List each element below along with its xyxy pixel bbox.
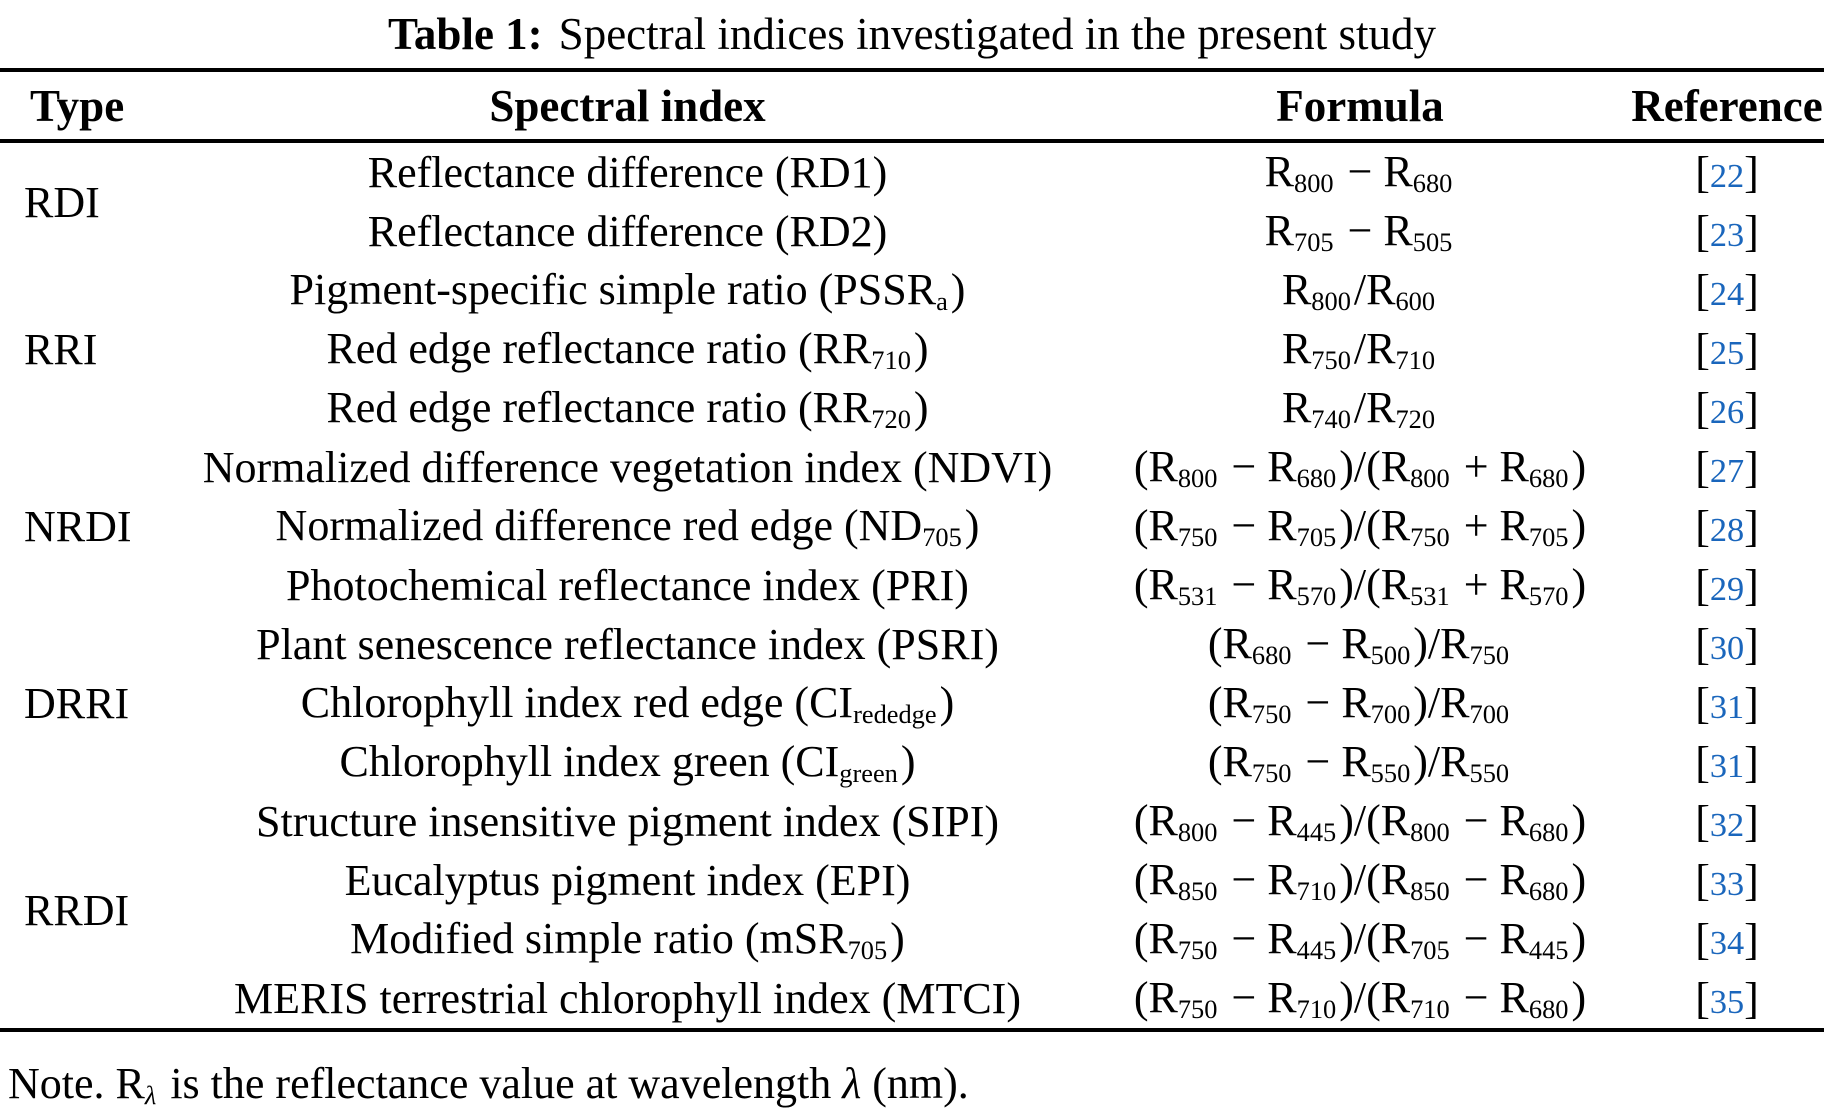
citation-link[interactable]: [23] (1695, 207, 1759, 256)
column-header-spectral-index: Spectral index (165, 70, 1090, 143)
citation-link[interactable]: [34] (1695, 915, 1759, 964)
citation-link[interactable]: [27] (1695, 443, 1759, 492)
table-note: Note. Rλ is the reflectance value at wav… (8, 1059, 969, 1110)
formula-cell: (R680 − R500)/R750 (1207, 619, 1510, 670)
table-row: RRDI Structure insensitive pigment index… (0, 792, 1824, 934)
formula-cell: (R800 − R680)/(R800 + R680) (1133, 442, 1587, 493)
citation-link[interactable]: [35] (1695, 974, 1759, 1023)
table-row: Normalized difference red edge (ND705) (… (0, 497, 1824, 556)
reference-cell: [29] (1630, 556, 1824, 615)
table-caption-label: Table 1: (388, 9, 543, 59)
table-row: Red edge reflectance ratio (RR720) R740/… (0, 379, 1824, 438)
reference-cell: [26] (1630, 379, 1824, 438)
index-cell: Pigment-specific simple ratio (PSSRa) (289, 265, 966, 316)
table-row: Modified simple ratio (mSR705) (R750 − R… (0, 910, 1824, 969)
reference-cell: [27] (1630, 438, 1824, 497)
formula-cell: R750/R710 (1281, 324, 1436, 375)
citation-link[interactable]: [26] (1695, 384, 1759, 433)
reference-cell: [32] (1630, 792, 1824, 851)
spectral-indices-table: Type Spectral index Formula Reference RD… (0, 68, 1824, 1032)
citation-link[interactable]: [29] (1695, 561, 1759, 610)
column-header-type: Type (0, 70, 165, 143)
citation-link[interactable]: [33] (1695, 856, 1759, 905)
index-cell: Red edge reflectance ratio (RR720) (326, 383, 929, 434)
table-caption: Table 1: Spectral indices investigated i… (0, 0, 1824, 68)
reference-cell: [28] (1630, 497, 1824, 556)
reference-cell: [34] (1630, 910, 1824, 969)
type-cell: DRRI (24, 679, 130, 728)
index-cell: Chlorophyll index red edge (CIrededge) (300, 678, 955, 729)
table-caption-text: Spectral indices investigated in the pre… (558, 9, 1436, 59)
index-cell: Reflectance difference (RD2) (367, 207, 888, 256)
citation-link[interactable]: [32] (1695, 797, 1759, 846)
reference-cell: [25] (1630, 320, 1824, 379)
reference-cell: [22] (1630, 141, 1824, 202)
formula-cell: (R850 − R710)/(R850 − R680) (1133, 855, 1587, 906)
type-cell: NRDI (24, 502, 132, 551)
index-cell: Structure insensitive pigment index (SIP… (256, 797, 999, 846)
table-row: Chlorophyll index green (CIgreen) (R750 … (0, 733, 1824, 792)
index-cell: Modified simple ratio (mSR705) (350, 914, 905, 965)
type-cell: RDI (24, 177, 100, 227)
index-cell: Reflectance difference (RD1) (367, 148, 888, 197)
type-cell: RRI (24, 325, 98, 374)
index-cell: Red edge reflectance ratio (RR710) (326, 324, 929, 375)
index-cell: Normalized difference red edge (ND705) (275, 501, 980, 552)
index-cell: Normalized difference vegetation index (… (202, 443, 1053, 492)
table-row: DRRI Plant senescence reflectance index … (0, 615, 1824, 728)
citation-link[interactable]: [28] (1695, 502, 1759, 551)
formula-cell: R740/R720 (1281, 383, 1436, 434)
formula-cell: (R800 − R445)/(R800 − R680) (1133, 796, 1587, 847)
table-row: Eucalyptus pigment index (EPI) (R850 − R… (0, 851, 1824, 910)
formula-cell: R800/R600 (1281, 265, 1436, 316)
citation-link[interactable]: [24] (1695, 266, 1759, 315)
index-cell: Plant senescence reflectance index (PSRI… (256, 620, 999, 669)
citation-link[interactable]: [22] (1695, 148, 1759, 197)
citation-link[interactable]: [30] (1695, 620, 1759, 669)
table-row: Reflectance difference (RD2) R705 − R505… (0, 202, 1824, 261)
column-header-reference: Reference (1630, 70, 1824, 143)
reference-cell: [30] (1630, 615, 1824, 674)
citation-link[interactable]: [31] (1695, 738, 1759, 787)
reference-cell: [35] (1630, 969, 1824, 1030)
formula-cell: (R750 − R705)/(R750 + R705) (1133, 501, 1587, 552)
formula-cell: R800 − R680 (1264, 147, 1453, 198)
index-cell: MERIS terrestrial chlorophyll index (MTC… (234, 974, 1021, 1023)
table-row: Red edge reflectance ratio (RR710) R750/… (0, 320, 1824, 379)
index-cell: Eucalyptus pigment index (EPI) (344, 856, 911, 905)
index-cell: Chlorophyll index green (CIgreen) (339, 737, 916, 788)
formula-cell: (R750 − R710)/(R710 − R680) (1133, 973, 1587, 1024)
table-row: Chlorophyll index red edge (CIrededge) (… (0, 674, 1824, 733)
reference-cell: [23] (1630, 202, 1824, 261)
formula-cell: R705 − R505 (1264, 206, 1453, 257)
type-cell: RRDI (24, 885, 130, 935)
reference-cell: [33] (1630, 851, 1824, 910)
table-row: Photochemical reflectance index (PRI) (R… (0, 556, 1824, 615)
reference-cell: [31] (1630, 674, 1824, 733)
table-row: RRI Pigment-specific simple ratio (PSSRa… (0, 261, 1824, 374)
table-row: MERIS terrestrial chlorophyll index (MTC… (0, 969, 1824, 1030)
header-row: Type Spectral index Formula Reference (0, 70, 1824, 143)
formula-cell: (R750 − R550)/R550 (1207, 737, 1510, 788)
table-row: RDI Reflectance difference (RD1) R800 − … (0, 141, 1824, 226)
formula-cell: (R531 − R570)/(R531 + R570) (1133, 560, 1587, 611)
column-header-formula: Formula (1090, 70, 1630, 143)
reference-cell: [31] (1630, 733, 1824, 792)
citation-link[interactable]: [25] (1695, 325, 1759, 374)
table-row: NRDI Normalized difference vegetation in… (0, 438, 1824, 551)
reference-cell: [24] (1630, 261, 1824, 320)
formula-cell: (R750 − R700)/R700 (1207, 678, 1510, 729)
index-cell: Photochemical reflectance index (PRI) (286, 561, 969, 610)
citation-link[interactable]: [31] (1695, 679, 1759, 728)
formula-cell: (R750 − R445)/(R705 − R445) (1133, 914, 1587, 965)
